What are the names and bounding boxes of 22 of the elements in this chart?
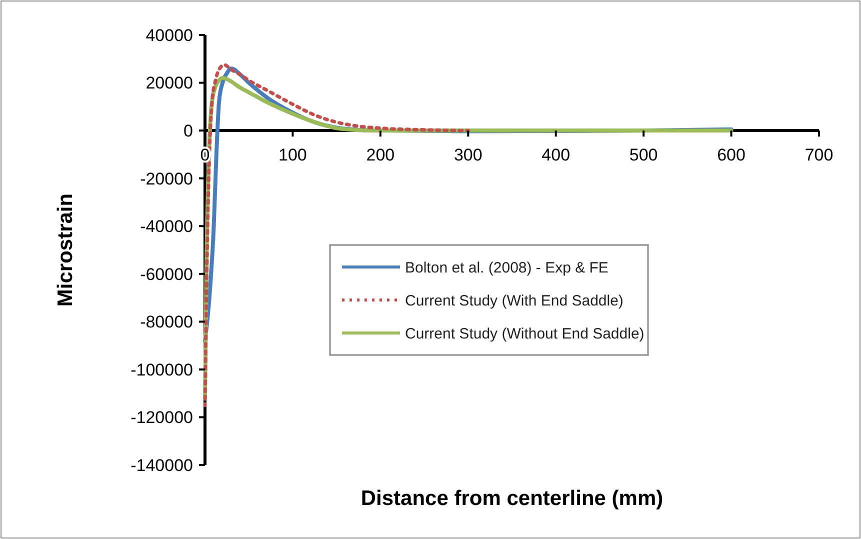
y-tick-label: 40000 [146, 26, 193, 45]
x-tick-label: 400 [542, 146, 570, 165]
x-tick-label: 200 [366, 146, 395, 165]
x-axis-title: Distance from centerline (mm) [360, 487, 664, 510]
y-axis-title: Microstrain [54, 193, 77, 307]
y-tick-label: -100000 [130, 360, 193, 380]
x-tick-label: 700 [804, 146, 834, 165]
y-tick-label: -140000 [130, 456, 193, 475]
y-tick-label: 0 [184, 122, 193, 141]
y-tick-label: -40000 [140, 217, 193, 236]
x-tick-label: 100 [278, 146, 307, 165]
y-tick-label: -80000 [140, 312, 193, 332]
legend-label: Current Study (Without End Saddle) [405, 325, 644, 342]
x-tick-label: 300 [454, 146, 482, 165]
x-tick-label: 600 [717, 146, 746, 165]
y-tick-label: -20000 [140, 169, 193, 188]
x-tick-label: 500 [629, 146, 658, 165]
y-tick-label: -60000 [140, 264, 193, 284]
y-tick-label: 20000 [146, 74, 193, 93]
legend-label: Bolton et al. (2008) - Exp & FE [405, 259, 608, 276]
y-tick-label: -120000 [130, 408, 193, 428]
legend-label: Current Study (With End Saddle) [405, 292, 624, 310]
